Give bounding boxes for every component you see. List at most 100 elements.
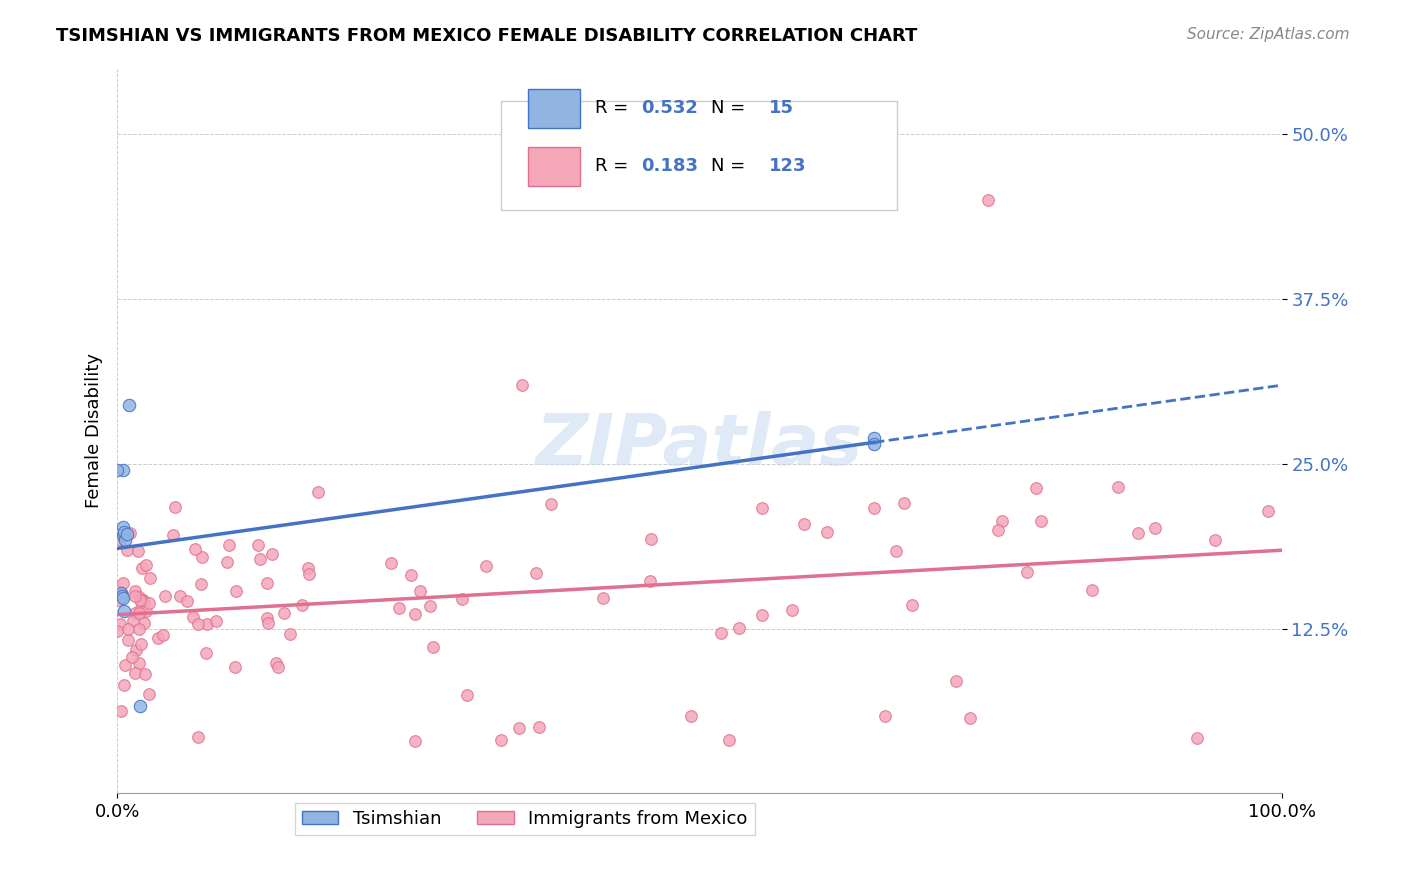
Point: [117, 633, 139, 648]
Point: [111, 587, 134, 601]
Point: [991, 514, 1014, 528]
Point: [129, 601, 152, 615]
Legend: Tsimshian, Immigrants from Mexico: Tsimshian, Immigrants from Mexico: [295, 803, 755, 835]
Point: [959, 711, 981, 725]
Point: [105, 624, 128, 638]
Point: [134, 666, 156, 681]
Point: [1185, 731, 1208, 745]
Point: [260, 547, 283, 561]
Point: [1204, 533, 1226, 547]
Point: [128, 606, 150, 620]
Point: [264, 657, 287, 671]
Point: [224, 659, 246, 673]
Point: [183, 610, 205, 624]
Point: [112, 605, 135, 619]
Point: [124, 584, 146, 599]
Point: [404, 734, 426, 748]
Point: [524, 566, 547, 581]
Point: [278, 627, 301, 641]
Point: [112, 678, 135, 692]
Point: [153, 589, 176, 603]
Point: [256, 611, 278, 625]
Text: 0.183: 0.183: [641, 157, 699, 176]
Point: [1143, 521, 1166, 535]
Point: [863, 430, 886, 444]
Point: [111, 589, 134, 603]
Point: [1029, 514, 1052, 528]
Point: [640, 532, 662, 546]
Point: [105, 463, 128, 477]
Point: [1107, 480, 1129, 494]
Point: [112, 575, 135, 590]
Point: [152, 628, 174, 642]
Point: [111, 520, 134, 534]
Point: [108, 593, 131, 607]
Point: [456, 688, 478, 702]
Point: [129, 637, 152, 651]
Point: [512, 377, 534, 392]
Point: [901, 598, 924, 612]
Point: [422, 640, 444, 654]
Point: [138, 687, 160, 701]
Text: R =: R =: [595, 157, 634, 176]
Point: [138, 596, 160, 610]
Point: [124, 665, 146, 680]
FancyBboxPatch shape: [529, 89, 579, 128]
Point: [195, 616, 218, 631]
Point: [451, 591, 474, 606]
Point: [751, 608, 773, 623]
Point: [169, 589, 191, 603]
Point: [205, 614, 228, 628]
Text: 15: 15: [769, 99, 794, 118]
Point: [191, 550, 214, 565]
Point: [246, 538, 269, 552]
Text: 123: 123: [769, 157, 807, 176]
Point: [527, 720, 550, 734]
Point: [114, 533, 136, 548]
Point: [256, 575, 278, 590]
Point: [117, 622, 139, 636]
Point: [111, 463, 134, 477]
Point: [249, 552, 271, 566]
Point: [134, 615, 156, 630]
Point: [111, 591, 134, 606]
Point: [728, 621, 751, 635]
Point: [110, 586, 132, 600]
Point: [273, 606, 295, 620]
Point: [110, 617, 132, 632]
Text: ZIPatlas: ZIPatlas: [536, 411, 863, 480]
Point: [131, 561, 153, 575]
Point: [863, 500, 886, 515]
FancyBboxPatch shape: [529, 147, 579, 186]
Point: [128, 590, 150, 604]
Point: [256, 615, 278, 630]
Point: [815, 524, 838, 539]
Point: [187, 616, 209, 631]
Point: [132, 592, 155, 607]
Point: [508, 721, 530, 735]
Point: [793, 516, 815, 531]
Point: [893, 496, 915, 510]
Point: [110, 705, 132, 719]
Point: [129, 699, 152, 714]
Point: [125, 642, 148, 657]
Point: [388, 601, 411, 615]
Point: [1017, 566, 1039, 580]
Point: [976, 194, 998, 208]
Point: [409, 583, 432, 598]
Point: [111, 528, 134, 542]
Point: [717, 733, 740, 747]
Point: [131, 593, 153, 607]
Point: [124, 606, 146, 620]
Text: N =: N =: [711, 99, 751, 118]
Point: [710, 625, 733, 640]
Point: [297, 561, 319, 575]
Point: [190, 577, 212, 591]
Point: [194, 646, 217, 660]
Point: [267, 660, 290, 674]
Point: [592, 591, 614, 606]
Point: [132, 596, 155, 610]
Point: [380, 556, 402, 570]
Point: [218, 538, 240, 552]
Point: [474, 559, 496, 574]
